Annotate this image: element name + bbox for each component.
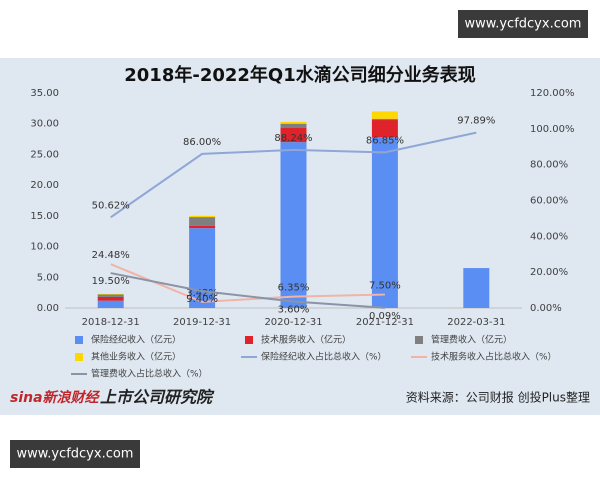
data-label: 97.89% <box>457 116 495 127</box>
legend-label: 保险经纪收入（亿元） <box>91 334 181 346</box>
y2-tick-label: 20.00% <box>530 267 568 278</box>
bar <box>189 225 216 229</box>
bar <box>280 142 307 308</box>
data-label: 3.42% <box>186 288 218 299</box>
bar <box>371 137 398 308</box>
watermark: www.ycfdcyx.com <box>17 447 134 462</box>
line <box>110 272 385 309</box>
y2-tick-label: 40.00% <box>530 231 568 242</box>
data-label: 88.24% <box>274 133 312 144</box>
legend-label: 其他业务收入（亿元） <box>91 351 181 363</box>
y2-tick-label: 100.00% <box>530 124 575 135</box>
x-tick-label: 2020-12-31 <box>264 317 322 328</box>
y-tick-label: 15.00 <box>30 211 59 222</box>
line <box>110 131 477 219</box>
x-tick-label: 2019-12-31 <box>173 317 231 328</box>
legend-label: 管理费收入（亿元） <box>431 334 512 346</box>
data-label: 24.48% <box>92 250 130 261</box>
legend-swatch <box>75 336 83 344</box>
x-tick-label: 2022-03-31 <box>447 317 505 328</box>
y-tick-label: 0.00 <box>37 303 59 314</box>
data-label: 3.60% <box>278 305 310 316</box>
bar <box>97 296 124 301</box>
bar <box>189 217 216 226</box>
y-tick-label: 20.00 <box>30 180 59 191</box>
data-label: 6.35% <box>278 283 310 294</box>
bar <box>280 128 307 143</box>
legend-swatch <box>75 353 83 361</box>
x-tick-label: 2018-12-31 <box>82 317 140 328</box>
chart-title: 2018年-2022年Q1水滴公司细分业务表现 <box>124 64 476 86</box>
x-tick-label: 2021-12-31 <box>356 317 414 328</box>
bar <box>371 111 398 119</box>
data-label: 9.40% <box>186 294 218 305</box>
y2-tick-label: 60.00% <box>530 196 568 207</box>
y2-tick-label: 0.00% <box>530 303 562 314</box>
legend-swatch <box>415 336 423 344</box>
bar <box>280 121 307 124</box>
data-label: 86.00% <box>183 137 221 148</box>
y-tick-label: 30.00 <box>30 119 59 130</box>
watermark: www.ycfdcyx.com <box>465 17 582 32</box>
y2-tick-label: 120.00% <box>530 88 575 99</box>
source-note: 资料来源：公司财报 创投Plus整理 <box>406 390 590 405</box>
y2-tick-label: 80.00% <box>530 160 568 171</box>
data-label: 86.85% <box>366 135 404 146</box>
logo: 上市公司研究院 <box>100 388 215 407</box>
watermark-box <box>458 10 588 38</box>
bar <box>97 293 124 295</box>
bar <box>97 300 124 308</box>
bar <box>463 268 490 308</box>
y-tick-label: 35.00 <box>30 88 59 99</box>
y-tick-label: 5.00 <box>37 272 59 283</box>
bar <box>371 120 398 138</box>
legend-label: 保险经纪收入占比总收入（%） <box>261 351 387 363</box>
data-label: 19.50% <box>92 276 130 287</box>
y-tick-label: 10.00 <box>30 242 59 253</box>
data-label: 7.50% <box>369 281 401 292</box>
logo: sina新浪财经 <box>10 389 101 406</box>
watermark-box <box>10 440 140 468</box>
bar <box>189 215 216 218</box>
legend-swatch <box>245 336 253 344</box>
bar <box>97 294 124 297</box>
bar <box>280 123 307 129</box>
y-tick-label: 25.00 <box>30 149 59 160</box>
bar <box>371 118 398 121</box>
data-label: 50.62% <box>92 200 130 211</box>
legend-label: 技术服务收入（亿元） <box>261 334 351 346</box>
legend-label: 技术服务收入占比总收入（%） <box>431 351 557 363</box>
bar <box>189 228 216 308</box>
legend-label: 管理费收入占比总收入（%） <box>91 368 208 380</box>
data-label: 0.09% <box>369 311 401 322</box>
